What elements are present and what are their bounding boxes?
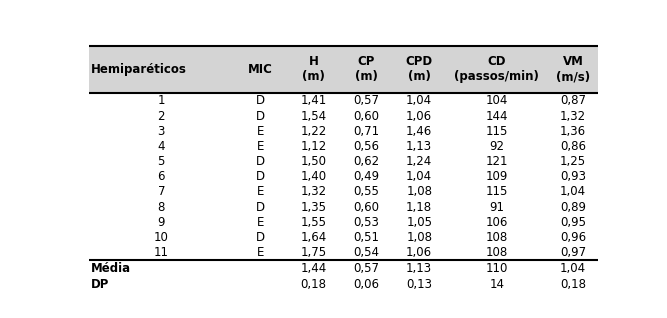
Text: 1,18: 1,18 xyxy=(406,201,432,214)
Text: 0,96: 0,96 xyxy=(560,231,586,244)
Text: 1,40: 1,40 xyxy=(300,170,326,183)
Text: 1,75: 1,75 xyxy=(300,246,326,259)
Text: 1,04: 1,04 xyxy=(406,170,432,183)
Text: 0,18: 0,18 xyxy=(560,278,586,291)
Text: MIC: MIC xyxy=(248,63,273,76)
Text: 1: 1 xyxy=(157,94,165,107)
Text: 0,49: 0,49 xyxy=(354,170,380,183)
Text: 0,95: 0,95 xyxy=(560,216,586,229)
Text: 9: 9 xyxy=(157,216,165,229)
Text: 0,60: 0,60 xyxy=(354,201,380,214)
Text: 0,56: 0,56 xyxy=(354,140,380,153)
Text: 104: 104 xyxy=(486,94,508,107)
Text: 1,08: 1,08 xyxy=(406,185,432,198)
Text: Média: Média xyxy=(91,262,131,275)
Text: 1,50: 1,50 xyxy=(300,155,326,168)
Text: 0,93: 0,93 xyxy=(560,170,586,183)
Text: 0,51: 0,51 xyxy=(354,231,380,244)
Text: D: D xyxy=(256,109,265,122)
Text: 1,36: 1,36 xyxy=(560,125,586,138)
Text: 115: 115 xyxy=(486,125,508,138)
Text: D: D xyxy=(256,170,265,183)
Text: 1,04: 1,04 xyxy=(406,94,432,107)
Text: 0,89: 0,89 xyxy=(560,201,586,214)
Text: 1,13: 1,13 xyxy=(406,262,432,275)
Text: 1,54: 1,54 xyxy=(300,109,326,122)
Text: 121: 121 xyxy=(486,155,508,168)
Text: 1,04: 1,04 xyxy=(560,185,586,198)
Text: 1,08: 1,08 xyxy=(406,231,432,244)
Text: 1,44: 1,44 xyxy=(300,262,327,275)
Text: 11: 11 xyxy=(154,246,169,259)
Text: 1,32: 1,32 xyxy=(560,109,586,122)
Text: CP
(m): CP (m) xyxy=(355,55,378,83)
Text: 6: 6 xyxy=(157,170,165,183)
Text: 92: 92 xyxy=(490,140,504,153)
Text: 110: 110 xyxy=(486,262,508,275)
Text: E: E xyxy=(257,246,264,259)
Text: 1,22: 1,22 xyxy=(300,125,327,138)
Text: 0,18: 0,18 xyxy=(300,278,326,291)
Text: 1,41: 1,41 xyxy=(300,94,327,107)
Text: 1,32: 1,32 xyxy=(300,185,326,198)
Text: 0,62: 0,62 xyxy=(354,155,380,168)
Text: 0,86: 0,86 xyxy=(560,140,586,153)
Text: 115: 115 xyxy=(486,185,508,198)
Text: 108: 108 xyxy=(486,246,508,259)
Text: 0,71: 0,71 xyxy=(354,125,380,138)
Text: E: E xyxy=(257,216,264,229)
Text: 0,57: 0,57 xyxy=(354,94,380,107)
Text: 0,55: 0,55 xyxy=(354,185,380,198)
Text: 1,05: 1,05 xyxy=(406,216,432,229)
Text: VM
(m/s): VM (m/s) xyxy=(556,55,590,83)
Text: 0,54: 0,54 xyxy=(354,246,380,259)
Text: D: D xyxy=(256,94,265,107)
Bar xyxy=(89,45,598,93)
Text: 1,12: 1,12 xyxy=(300,140,327,153)
Text: 108: 108 xyxy=(486,231,508,244)
Text: 7: 7 xyxy=(157,185,165,198)
Text: 1,55: 1,55 xyxy=(300,216,326,229)
Text: 0,57: 0,57 xyxy=(354,262,380,275)
Text: CPD
(m): CPD (m) xyxy=(406,55,433,83)
Text: E: E xyxy=(257,185,264,198)
Text: E: E xyxy=(257,125,264,138)
Text: 144: 144 xyxy=(486,109,508,122)
Text: 91: 91 xyxy=(490,201,504,214)
Text: 109: 109 xyxy=(486,170,508,183)
Text: DP: DP xyxy=(91,278,109,291)
Text: 0,60: 0,60 xyxy=(354,109,380,122)
Text: 1,46: 1,46 xyxy=(406,125,432,138)
Text: 1,35: 1,35 xyxy=(300,201,326,214)
Text: 1,06: 1,06 xyxy=(406,246,432,259)
Text: 5: 5 xyxy=(157,155,165,168)
Text: 0,97: 0,97 xyxy=(560,246,586,259)
Text: 1,25: 1,25 xyxy=(560,155,586,168)
Text: 2: 2 xyxy=(157,109,165,122)
Text: 106: 106 xyxy=(486,216,508,229)
Text: H
(m): H (m) xyxy=(302,55,325,83)
Text: 3: 3 xyxy=(157,125,165,138)
Text: 4: 4 xyxy=(157,140,165,153)
Text: 0,06: 0,06 xyxy=(354,278,380,291)
Text: 1,13: 1,13 xyxy=(406,140,432,153)
Text: D: D xyxy=(256,155,265,168)
Text: Hemiparéticos: Hemiparéticos xyxy=(91,63,187,76)
Text: 1,64: 1,64 xyxy=(300,231,327,244)
Text: 1,06: 1,06 xyxy=(406,109,432,122)
Text: 10: 10 xyxy=(154,231,169,244)
Text: 14: 14 xyxy=(490,278,504,291)
Text: 1,24: 1,24 xyxy=(406,155,432,168)
Text: CD
(passos/min): CD (passos/min) xyxy=(454,55,540,83)
Text: 0,53: 0,53 xyxy=(354,216,380,229)
Text: 0,13: 0,13 xyxy=(406,278,432,291)
Text: D: D xyxy=(256,201,265,214)
Text: 8: 8 xyxy=(157,201,165,214)
Text: E: E xyxy=(257,140,264,153)
Text: 1,04: 1,04 xyxy=(560,262,586,275)
Text: 0,87: 0,87 xyxy=(560,94,586,107)
Text: D: D xyxy=(256,231,265,244)
